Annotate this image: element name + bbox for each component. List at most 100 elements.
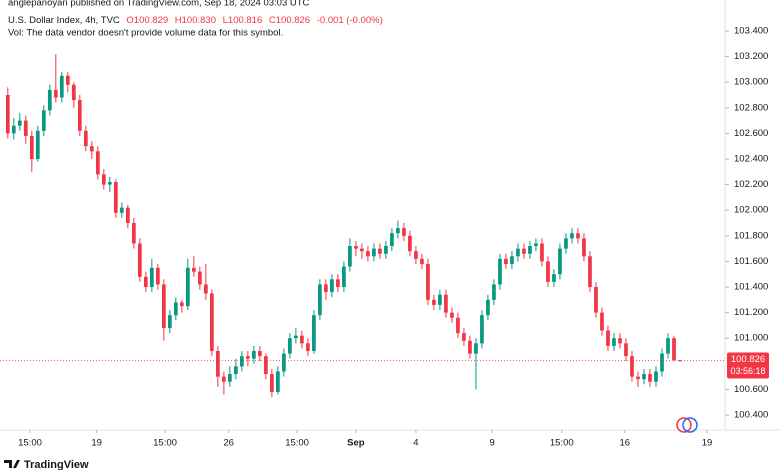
candle-body (288, 338, 292, 354)
candle-body (450, 312, 454, 318)
y-tick-label: 100.600 (734, 384, 768, 395)
last-price-badge (727, 352, 769, 379)
candle-body (149, 267, 154, 288)
y-tick-label: 101.800 (734, 230, 768, 241)
candle-body (426, 263, 430, 300)
candle-body (390, 233, 394, 247)
candle-body (324, 284, 328, 293)
candle-body (167, 315, 172, 328)
candle-body (576, 233, 580, 239)
candle-body (5, 94, 10, 134)
candle-body (77, 100, 82, 131)
candle-body (594, 287, 598, 313)
candle-body (420, 258, 424, 264)
candle-body (137, 243, 142, 277)
candle-body (672, 338, 676, 360)
close-value: C100.826 (269, 15, 310, 26)
candle-body (366, 251, 370, 257)
candle-body (534, 243, 538, 247)
candle-body (378, 248, 382, 254)
candle-body (384, 246, 388, 254)
candle-body (71, 84, 76, 101)
y-tick-label: 103.200 (734, 51, 768, 62)
y-tick-label: 101.200 (734, 307, 768, 318)
x-tick-label: Sep (347, 438, 365, 449)
candle-body (197, 271, 202, 285)
symbol: U.S. Dollar Index, 4h, TVC (8, 15, 120, 26)
candle-body (408, 235, 412, 252)
candle-body (264, 356, 268, 375)
change-value: -0.001 (-0.00%) (317, 15, 383, 26)
candle-body (89, 146, 94, 152)
candle-body (240, 356, 244, 367)
candle-body (474, 343, 478, 354)
y-tick-label: 102.800 (734, 102, 768, 113)
published-note: anglepanoyan published on TradingView.co… (8, 0, 310, 9)
candle-body (125, 207, 130, 224)
candle-body (35, 130, 40, 159)
x-tick-label: 4 (413, 438, 418, 449)
y-tick-label: 102.400 (734, 154, 768, 165)
watermark-icon (676, 417, 698, 433)
candle-body (336, 279, 340, 288)
candle-body (462, 333, 466, 341)
open-value: O100.829 (126, 15, 168, 26)
candle-body (360, 248, 364, 252)
low-value: L100.816 (223, 15, 263, 26)
candle-body (41, 110, 46, 131)
x-tick-label: 15:00 (285, 438, 309, 449)
x-tick-label: 19 (702, 438, 713, 449)
last-price-label: 100.826 (731, 354, 765, 365)
y-tick-label: 102.200 (734, 179, 768, 190)
candle-body (203, 284, 208, 294)
candle-body (143, 276, 148, 288)
bar-countdown: 03:56:18 (730, 366, 765, 376)
y-tick-label: 101.000 (734, 333, 768, 344)
candle-body (636, 376, 640, 380)
volume-note: Vol: The data vendor doesn't provide vol… (8, 28, 283, 39)
candle-body (468, 340, 472, 354)
candle-body (492, 284, 496, 300)
candle-body (438, 294, 442, 305)
candle-body (414, 251, 418, 259)
candle-body (330, 279, 334, 293)
candle-body (252, 351, 256, 359)
x-tick-label: 15:00 (18, 438, 42, 449)
candle-body (161, 284, 166, 328)
candle-body (396, 228, 400, 234)
candle-body (179, 302, 184, 307)
candle-body (17, 120, 22, 126)
candle-body (444, 294, 448, 313)
candle-body (522, 248, 526, 254)
candle-body (612, 338, 616, 346)
y-tick-label: 101.400 (734, 282, 768, 293)
high-value: H100.830 (175, 15, 216, 26)
candle-body (372, 248, 376, 257)
candle-body (552, 274, 556, 282)
candle-body (546, 261, 550, 282)
candle-body (642, 374, 646, 380)
tradingview-logo: TradingView (4, 459, 89, 471)
candle-body (564, 238, 568, 249)
candle-body (107, 182, 112, 185)
candle-body (173, 302, 178, 316)
candle-body (276, 371, 280, 392)
candle-body (348, 246, 352, 267)
candle-body (131, 223, 136, 244)
brand: TradingView (24, 459, 89, 470)
x-tick-label: 15:00 (550, 438, 574, 449)
candle-body (101, 174, 106, 185)
candle-body (654, 371, 658, 382)
candle-body (191, 267, 196, 272)
candle-body (65, 75, 70, 85)
candle-body (504, 258, 508, 264)
candle-body (234, 366, 238, 375)
candle-body (23, 120, 28, 136)
candle-body (618, 338, 622, 344)
candle-body (486, 299, 490, 316)
candle-body (558, 248, 562, 275)
x-tick-label: 16 (619, 438, 630, 449)
candle-body (630, 356, 634, 377)
candle-body (246, 356, 250, 359)
